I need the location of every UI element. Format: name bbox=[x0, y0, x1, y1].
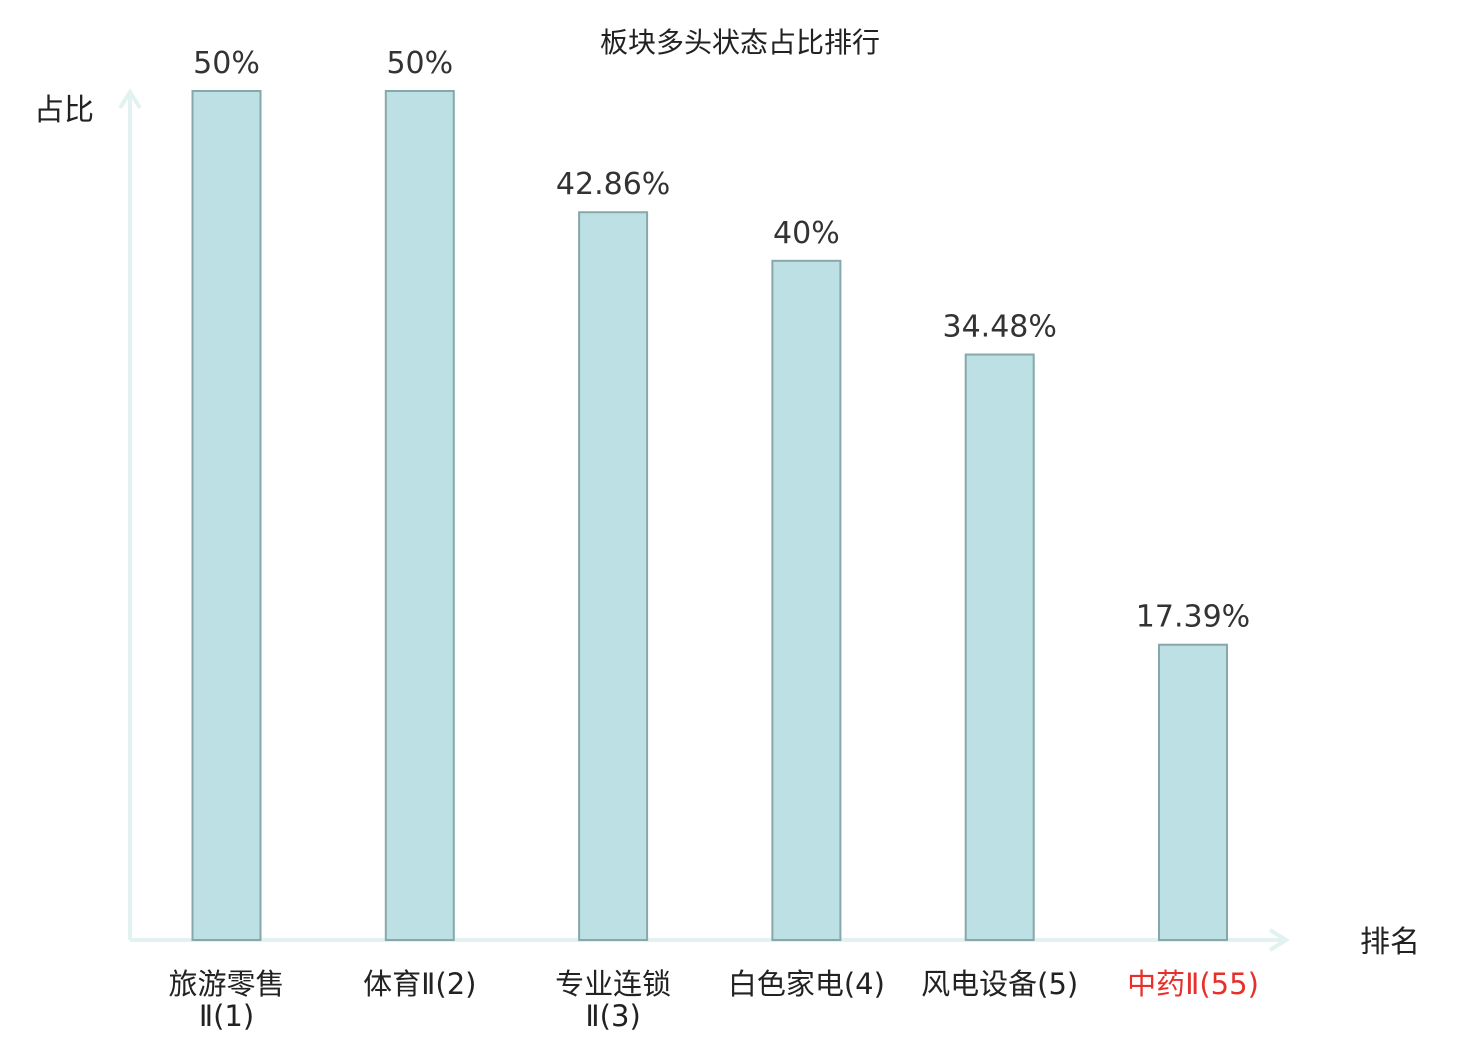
y-axis-label: 占比 bbox=[34, 93, 94, 128]
x-axis-arrow-icon bbox=[1268, 928, 1290, 952]
category-tick-label: Ⅱ(3) bbox=[585, 999, 640, 1033]
category-tick-label: Ⅱ(1) bbox=[199, 999, 254, 1033]
bar bbox=[578, 211, 649, 942]
bar bbox=[1158, 643, 1228, 941]
chart-title: 板块多头状态占比排行 bbox=[600, 26, 880, 59]
bar-value-label: 42.86% bbox=[556, 167, 670, 202]
bar-value-label: 17.39% bbox=[1136, 600, 1250, 635]
y-axis: 占比 bbox=[34, 88, 142, 940]
bar bbox=[964, 353, 1035, 941]
category-tick-label: 中药Ⅱ(55) bbox=[1127, 967, 1259, 1001]
category-tick-label: 体育Ⅱ(2) bbox=[363, 967, 476, 1001]
x-axis-label: 排名 bbox=[1360, 925, 1420, 960]
bar-value-label: 40% bbox=[773, 216, 840, 251]
category-tick-label: 专业连锁 bbox=[555, 967, 671, 1001]
bar-value-label: 50% bbox=[193, 46, 260, 81]
bars bbox=[191, 90, 1228, 942]
category-tick-label: 白色家电(4) bbox=[728, 967, 885, 1001]
category-tick-label: 旅游零售 bbox=[168, 967, 284, 1001]
bar bbox=[771, 259, 842, 941]
x-axis: 排名 bbox=[130, 925, 1420, 960]
y-axis-arrow-icon bbox=[118, 88, 142, 110]
bar-value-label: 50% bbox=[386, 46, 453, 81]
category-tick-label: 风电设备(5) bbox=[921, 967, 1078, 1001]
bar-value-label: 34.48% bbox=[943, 310, 1057, 345]
bar bbox=[384, 90, 455, 941]
value-labels: 50% 50% 42.86% 40% 34.48% 17.39% bbox=[193, 46, 1250, 635]
bar bbox=[191, 90, 262, 941]
